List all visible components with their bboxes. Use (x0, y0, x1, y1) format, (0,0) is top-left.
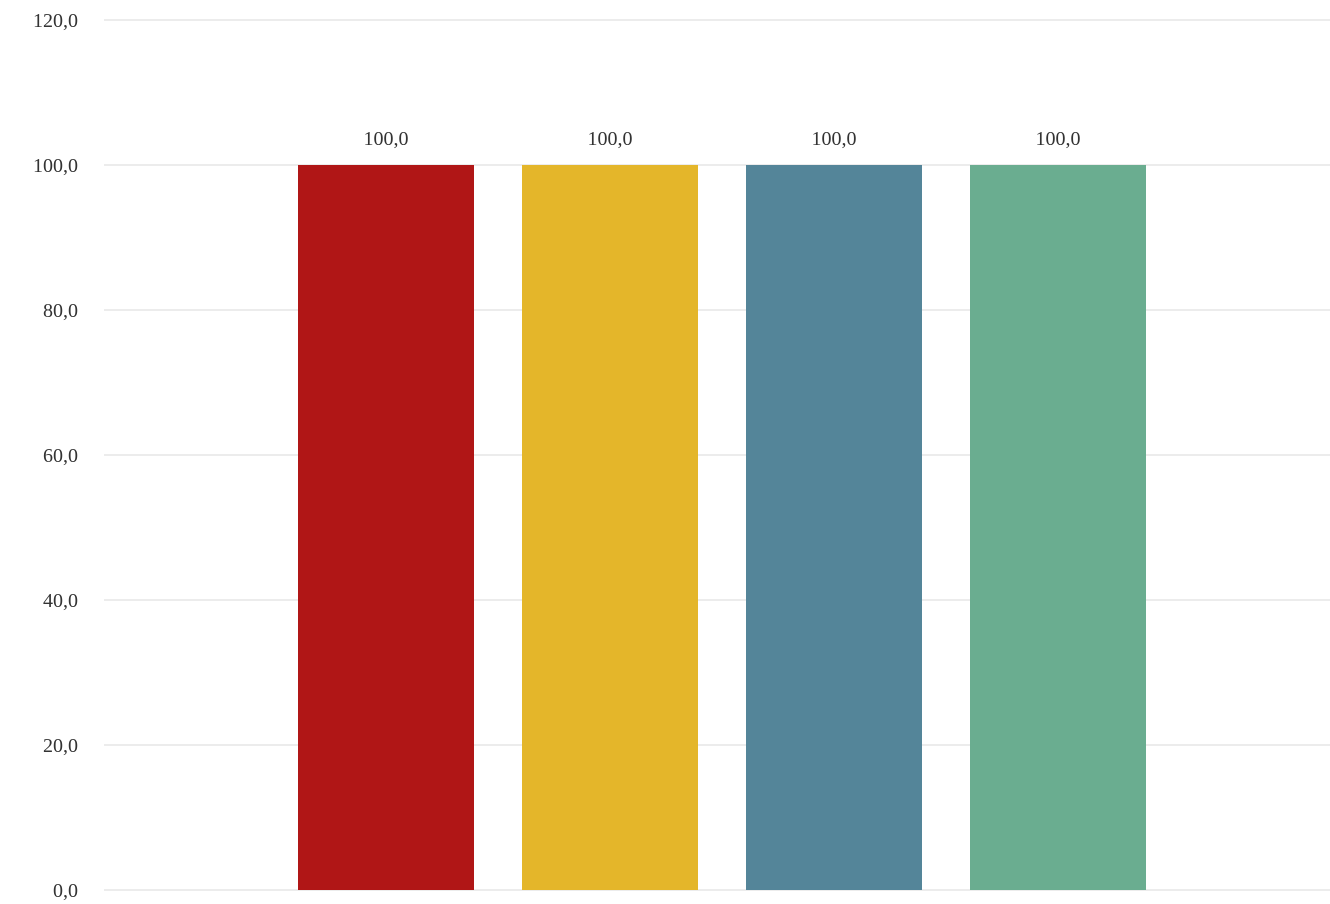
y-tick-label: 40,0 (43, 590, 78, 612)
y-tick-label: 120,0 (33, 10, 78, 32)
bar-value-label: 100,0 (588, 128, 633, 150)
bar (970, 165, 1146, 890)
y-axis-tick-labels: 0,0 20,0 40,0 60,0 80,0 100,0 120,0 (33, 10, 78, 902)
bar (746, 165, 922, 890)
bars (298, 165, 1146, 890)
y-tick-label: 60,0 (43, 445, 78, 467)
y-tick-label: 0,0 (53, 880, 78, 902)
y-tick-label: 20,0 (43, 735, 78, 757)
y-tick-label: 100,0 (33, 155, 78, 177)
bar-value-label: 100,0 (1036, 128, 1081, 150)
bar (298, 165, 474, 890)
y-gridlines (104, 19, 1330, 891)
y-tick-label: 80,0 (43, 300, 78, 322)
bar-value-label: 100,0 (364, 128, 409, 150)
bar (522, 165, 698, 890)
bar-value-label: 100,0 (812, 128, 857, 150)
data-labels: 100,0 100,0 100,0 100,0 (364, 128, 1081, 150)
